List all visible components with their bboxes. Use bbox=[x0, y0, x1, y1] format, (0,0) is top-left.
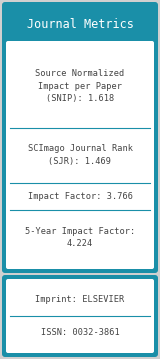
FancyBboxPatch shape bbox=[2, 2, 158, 273]
FancyBboxPatch shape bbox=[6, 279, 154, 353]
Text: Impact Factor: 3.766: Impact Factor: 3.766 bbox=[28, 192, 132, 201]
Text: Journal Metrics: Journal Metrics bbox=[27, 18, 133, 31]
Text: Source Normalized
Impact per Paper
(SNIP): 1.618: Source Normalized Impact per Paper (SNIP… bbox=[35, 69, 125, 103]
Text: SCImago Journal Rank
(SJR): 1.469: SCImago Journal Rank (SJR): 1.469 bbox=[28, 144, 132, 166]
FancyBboxPatch shape bbox=[2, 275, 158, 357]
FancyBboxPatch shape bbox=[6, 41, 154, 269]
Text: 5-Year Impact Factor:
4.224: 5-Year Impact Factor: 4.224 bbox=[25, 227, 135, 248]
Text: ISSN: 0032-3861: ISSN: 0032-3861 bbox=[41, 328, 119, 337]
Text: Imprint: ELSEVIER: Imprint: ELSEVIER bbox=[35, 295, 125, 304]
